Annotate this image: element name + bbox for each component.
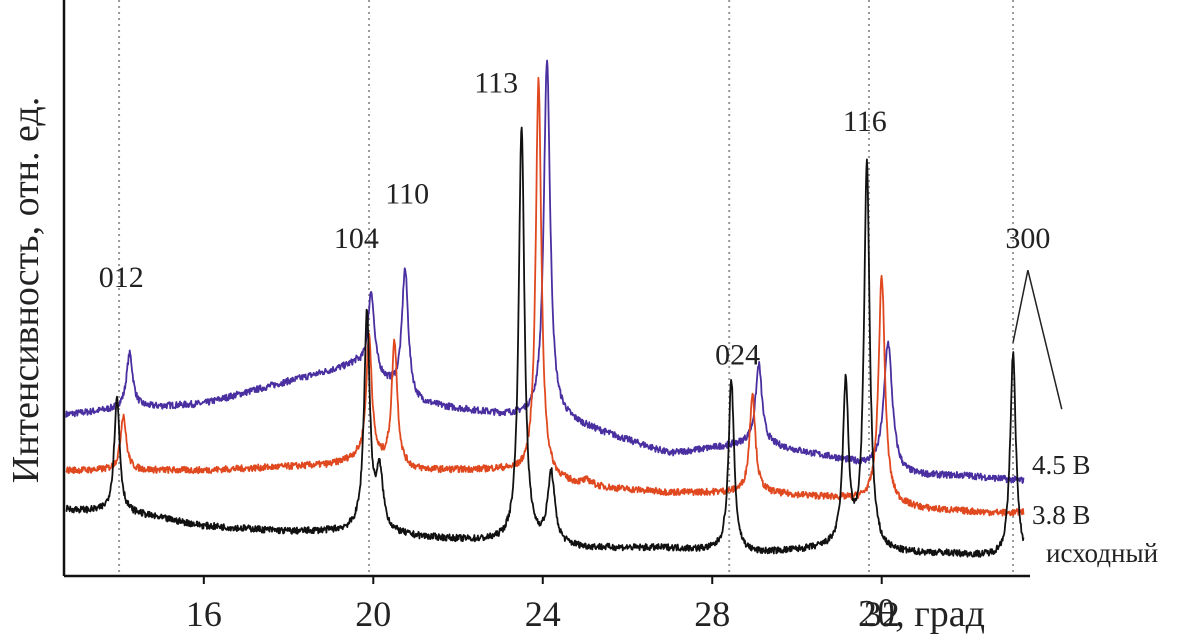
series-label-1: 3.8 В bbox=[1032, 500, 1091, 530]
peak-label-113: 113 bbox=[474, 66, 518, 99]
series-labels: 4.5 В 3.8 В исходный bbox=[1032, 450, 1158, 568]
series-label-2: исходный bbox=[1046, 538, 1158, 568]
series-line-1 bbox=[65, 76, 1025, 517]
x-tick-label-3: 28 bbox=[694, 594, 730, 634]
y-axis-title: Интенсивность, отн. ед. bbox=[5, 97, 47, 483]
peak-label-104: 104 bbox=[334, 222, 379, 255]
peak-label-116: 116 bbox=[843, 105, 887, 138]
leader-lines bbox=[1012, 270, 1063, 410]
peak-label-012: 012 bbox=[99, 261, 144, 294]
series-group bbox=[65, 59, 1025, 558]
x-tick-label-0: 16 bbox=[186, 594, 222, 634]
axes bbox=[62, 0, 1030, 578]
x-ticks: 16 20 24 28 32 bbox=[186, 576, 900, 634]
x-tick-label-2: 24 bbox=[525, 594, 561, 634]
peak-label-024: 024 bbox=[715, 339, 760, 372]
series-label-0: 4.5 В bbox=[1032, 450, 1091, 480]
reference-lines bbox=[118, 0, 1015, 576]
peak-label-110: 110 bbox=[385, 177, 429, 210]
x-tick-label-4: 32 bbox=[864, 594, 900, 634]
x-tick-label-1: 20 bbox=[355, 594, 391, 634]
series-line-2 bbox=[65, 126, 1025, 558]
leader-line-0 bbox=[1012, 270, 1029, 343]
leader-line-1 bbox=[1027, 270, 1063, 410]
series-line-0 bbox=[65, 59, 1025, 484]
peak-label-300: 300 bbox=[1005, 222, 1050, 255]
x-axis-title: 2θ, град bbox=[858, 593, 985, 635]
